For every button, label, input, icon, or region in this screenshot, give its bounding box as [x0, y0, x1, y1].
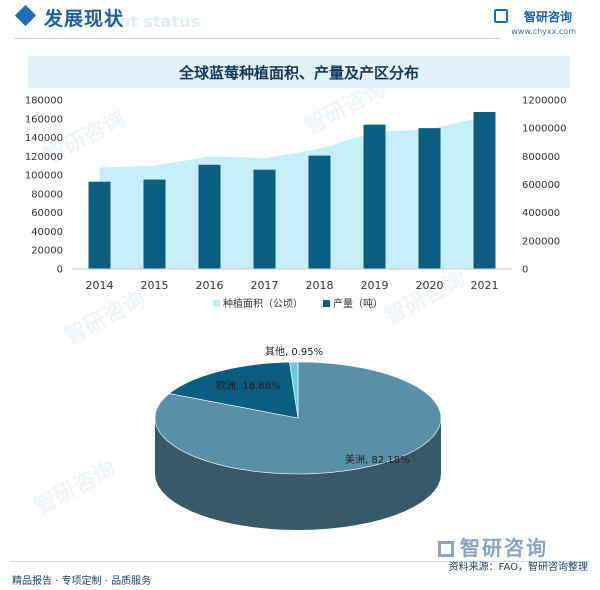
bar-production-2021 [473, 111, 496, 270]
source-note: 资料来源：FAO，智研咨询整理 [448, 562, 588, 573]
x-tick-label: 2014 [86, 279, 114, 292]
bar-production-2020 [418, 128, 441, 269]
y-right-tick-label: 1000000 [522, 124, 567, 135]
header-divider [14, 38, 500, 39]
y-left-tick-label: 0 [57, 265, 63, 276]
x-tick-label: 2020 [416, 279, 444, 292]
pie-label-2: 其他, 0.95% [265, 345, 323, 358]
brand-url: www.chyxx.com [511, 27, 576, 36]
footer-logo-icon [438, 541, 454, 557]
pie-slice-2 [289, 361, 299, 419]
x-tick-label: 2016 [196, 279, 224, 292]
bar-production-2019 [363, 124, 386, 269]
legend-swatch-production [323, 300, 330, 307]
legend-label-planting-area: 种植面积（公顷） [223, 297, 303, 310]
bar-production-2015 [143, 179, 166, 269]
x-tick-label: 2019 [361, 279, 389, 292]
y-right-tick-label: 0 [522, 265, 528, 276]
bar-production-2014 [88, 181, 111, 269]
y-left-tick-label: 80000 [31, 189, 63, 200]
bar-production-2017 [253, 169, 276, 269]
footer-tagline: 精品报告 · 专项定制 · 品质服务 [12, 576, 152, 587]
page-header: ent status 发展现状 智研咨询 www.chyxx.com [0, 0, 600, 44]
pie-label-1: 欧洲, 16.86% [216, 380, 281, 392]
y-left-tick-label: 60000 [31, 208, 63, 219]
chart-title-band: 全球蓝莓种植面积、产量及产区分布 [28, 56, 570, 88]
y-left-tick-label: 120000 [25, 152, 63, 163]
y-left-tick-label: 160000 [25, 114, 63, 125]
y-left-tick-label: 180000 [25, 96, 63, 107]
y-left-tick-label: 140000 [25, 133, 63, 144]
y-right-tick-label: 400000 [522, 208, 560, 219]
legend-swatch-planting-area [213, 300, 220, 307]
brand-name: 智研咨询 [523, 10, 572, 24]
pie-label-0: 美洲, 82.18% [345, 453, 410, 466]
y-left-tick-label: 40000 [31, 227, 63, 238]
x-tick-label: 2017 [251, 279, 279, 292]
brand-logo-icon [494, 9, 508, 23]
footer-logo-text: 智研咨询 [460, 536, 548, 560]
combo-chart: 0 20000 40000 60000 80000 100000 120000 140000 1… [25, 96, 567, 293]
y-left-tick-label: 100000 [25, 171, 63, 182]
y-right-tick-label: 200000 [522, 236, 560, 247]
chart-legend: 种植面积（公顷） 产量（吨） [213, 297, 383, 310]
y-right-tick-label: 800000 [522, 152, 560, 163]
y-left-tick-label: 20000 [31, 246, 63, 257]
y-right-tick-label: 1200000 [522, 96, 567, 107]
pie-chart: 美洲, 82.18% 欧洲, 16.86% 其他, 0.95% [154, 345, 442, 530]
y-right-tick-label: 600000 [522, 180, 560, 191]
bar-production-2016 [198, 164, 221, 269]
legend-label-production: 产量（吨） [333, 297, 383, 310]
area-series-planting-area [99, 116, 485, 270]
x-tick-label: 2018 [306, 279, 334, 292]
section-title-background-text: ent status [108, 12, 200, 31]
section-title: 发展现状 [44, 8, 125, 30]
footer-divider [10, 561, 590, 562]
x-tick-label: 2021 [471, 279, 499, 292]
chart-title: 全球蓝莓种植面积、产量及产区分布 [178, 64, 419, 82]
pie-slice-1 [168, 361, 299, 419]
footer-brand-logo: 智研咨询 [438, 532, 548, 561]
x-tick-label: 2015 [141, 279, 169, 292]
bar-production-2018 [308, 155, 331, 269]
